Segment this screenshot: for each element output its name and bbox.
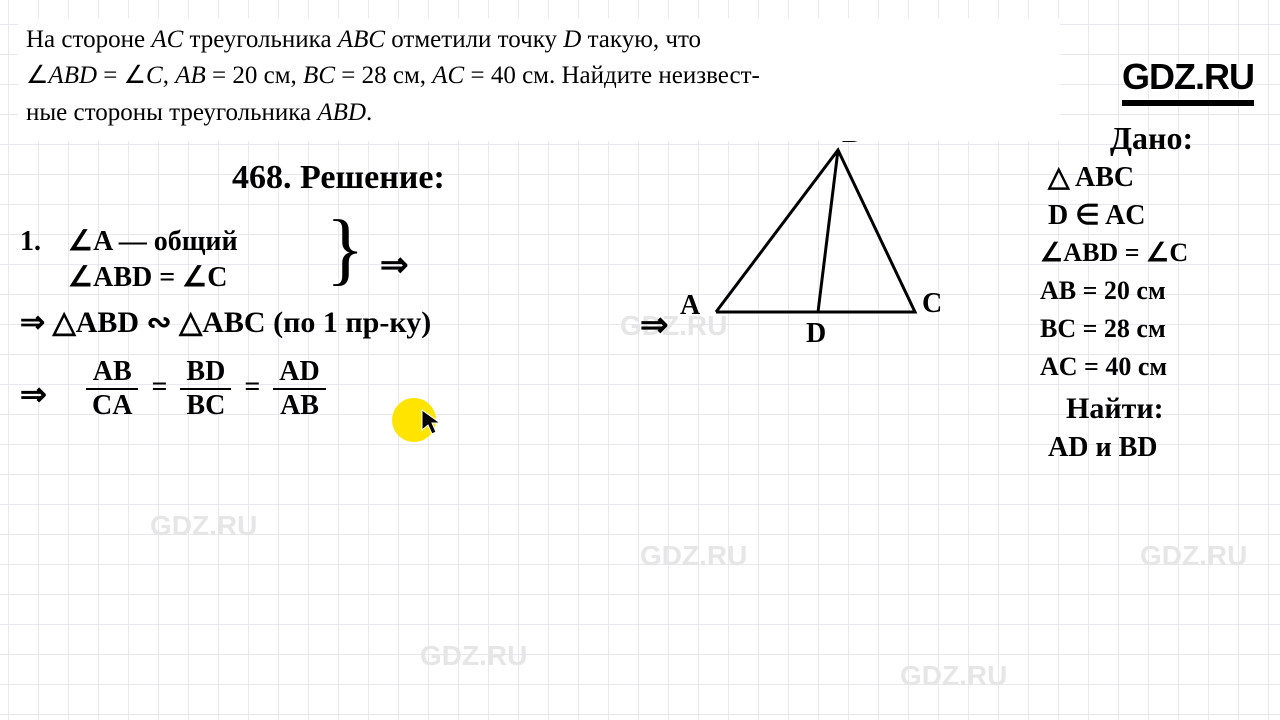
given-line: D ∈ AC: [1048, 200, 1146, 232]
given-header: Дано:: [1110, 120, 1193, 157]
given-line: △ ABC: [1048, 162, 1134, 194]
find-line: AD и BD: [1048, 432, 1157, 464]
given-line: BC = 28 см: [1040, 314, 1166, 344]
vertex-label: D: [806, 318, 826, 350]
given-line: ∠ABD = ∠C: [1040, 238, 1188, 268]
find-header: Найти:: [1066, 392, 1164, 427]
cursor-icon: [420, 408, 444, 438]
vertex-label: C: [922, 288, 942, 320]
problem-statement: На стороне AC треугольника ABC отметили …: [18, 18, 1060, 141]
given-line: AB = 20 см: [1040, 276, 1166, 306]
vertex-label: A: [680, 290, 700, 322]
site-logo: GDZ.RU: [1122, 56, 1254, 106]
given-line: AC = 40 см: [1040, 352, 1167, 382]
